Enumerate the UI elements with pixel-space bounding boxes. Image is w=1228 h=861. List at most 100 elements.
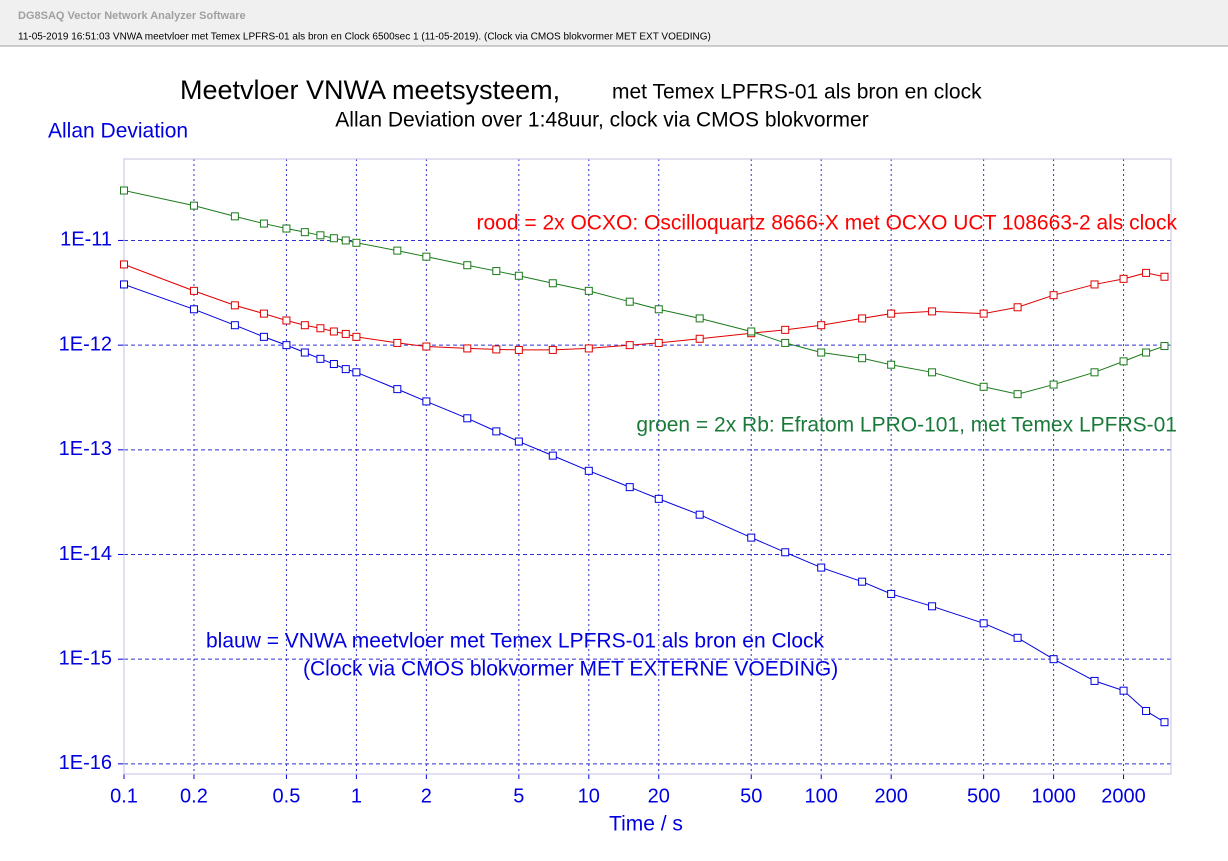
annotation: (Clock via CMOS blokvormer MET EXTERNE V… (303, 658, 838, 681)
data-point (514, 345, 523, 354)
data-point (747, 327, 756, 336)
annotation: rood = 2x OCXO: Oscilloquartz 8666-X met… (477, 212, 1178, 235)
data-point (463, 344, 472, 353)
title-bar (0, 0, 1228, 28)
data-point (329, 327, 338, 336)
data-point (1142, 706, 1151, 715)
data-point (887, 360, 896, 369)
data-point (1090, 280, 1099, 289)
data-point (316, 354, 325, 363)
plot-frame (123, 158, 1172, 775)
data-point (548, 279, 557, 288)
window-title: DG8SAQ Vector Network Analyzer Software (18, 10, 246, 22)
chart-title-suffix: met Temex LPFRS-01 als bron en clock (612, 81, 982, 104)
annotation: blauw = VNWA meetvloer met Temex LPFRS-0… (206, 630, 825, 653)
data-point (747, 533, 756, 542)
data-point (492, 427, 501, 436)
data-point (1119, 357, 1128, 366)
data-point (1160, 272, 1169, 281)
data-point (282, 341, 291, 350)
data-point (584, 344, 593, 353)
data-point (189, 201, 198, 210)
data-point (817, 321, 826, 330)
data-point (300, 228, 309, 237)
y-axis-label: Allan Deviation (48, 120, 188, 143)
x-tick-label: 50 (740, 785, 762, 807)
data-point (259, 309, 268, 318)
data-point (817, 348, 826, 357)
data-point (625, 341, 634, 350)
x-tick-label: 5 (513, 785, 524, 807)
data-point (858, 354, 867, 363)
x-tick-label: 0.2 (180, 785, 208, 807)
plot-area: 1E-16 1E-15 1E-14 1E-13 1E-12 1E-11 0.1 0.2 0.5 1… (59, 158, 1172, 807)
data-point (230, 321, 239, 330)
x-tick-label: 100 (805, 785, 838, 807)
data-point (352, 368, 361, 377)
data-point (300, 321, 309, 330)
data-point (928, 307, 937, 316)
x-tick-label: 1 (351, 785, 362, 807)
data-point (1049, 655, 1058, 664)
data-point (979, 619, 988, 628)
data-point (858, 577, 867, 586)
data-point (259, 219, 268, 228)
data-point (352, 238, 361, 247)
data-point (316, 324, 325, 333)
data-point (858, 314, 867, 323)
data-point (514, 271, 523, 280)
data-point (887, 589, 896, 598)
data-point (1013, 303, 1022, 312)
data-point (120, 280, 128, 289)
data-point (463, 414, 472, 423)
data-point (282, 224, 291, 233)
data-point (584, 286, 593, 295)
data-point (492, 345, 501, 354)
data-point (463, 261, 472, 270)
data-point (781, 325, 790, 334)
data-point (1013, 633, 1022, 642)
data-point (695, 334, 704, 343)
x-tick-label: 0.5 (273, 785, 301, 807)
data-point (625, 297, 634, 306)
data-point (654, 305, 663, 314)
data-point (230, 212, 239, 221)
data-point (393, 338, 402, 347)
y-tick-label: 1E-12 (59, 333, 112, 355)
y-tick-label: 1E-16 (59, 752, 112, 774)
data-point (1049, 380, 1058, 389)
data-point (329, 360, 338, 369)
y-tick-label: 1E-14 (59, 543, 112, 565)
data-point (548, 451, 557, 460)
info-line: 11-05-2019 16:51:03 VNWA meetvloer met T… (18, 32, 711, 43)
data-point (316, 231, 325, 240)
data-point (393, 246, 402, 255)
data-point (120, 260, 128, 269)
data-point (584, 466, 593, 475)
x-tick-label: 0.1 (110, 785, 138, 807)
data-point (625, 483, 634, 492)
data-point (514, 437, 523, 446)
x-tick-label: 1000 (1031, 785, 1076, 807)
data-point (695, 510, 704, 519)
annotation: groen = 2x Rb: Efratom LPRO-101, met Tem… (636, 414, 1177, 437)
data-point (282, 316, 291, 325)
data-point (781, 338, 790, 347)
x-tick-label: 2000 (1101, 785, 1146, 807)
data-point (548, 345, 557, 354)
x-tick-label: 20 (648, 785, 670, 807)
x-tick-label: 500 (967, 785, 1000, 807)
data-point (979, 382, 988, 391)
data-point (979, 309, 988, 318)
data-point (1090, 368, 1099, 377)
data-point (341, 236, 350, 245)
x-tick-label: 10 (578, 785, 600, 807)
data-point (695, 314, 704, 323)
data-point (1049, 291, 1058, 300)
info-bar (0, 28, 1228, 46)
data-point (492, 267, 501, 276)
data-point (120, 186, 128, 195)
data-point (817, 563, 826, 572)
